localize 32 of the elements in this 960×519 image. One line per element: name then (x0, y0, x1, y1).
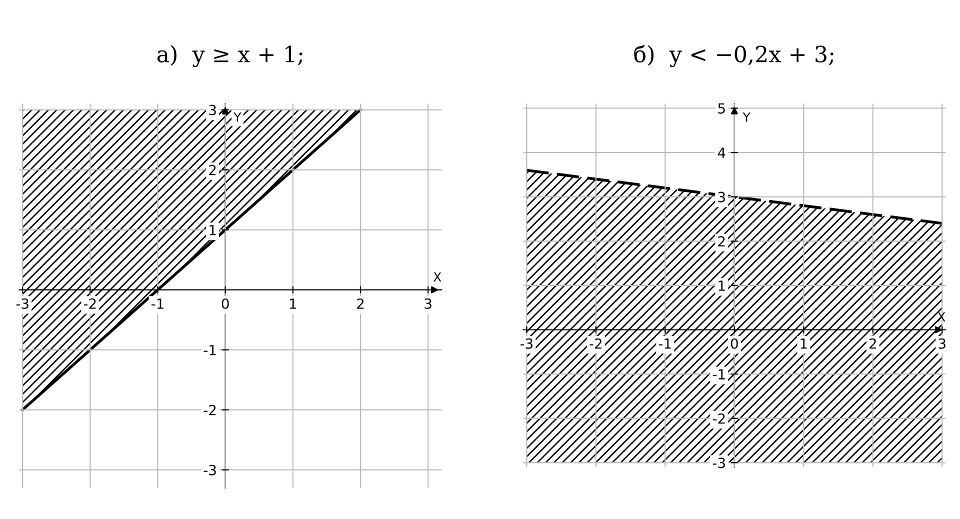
x-tick-label: -3 (16, 298, 28, 309)
x-tick-label: 0 (222, 298, 229, 309)
x-tick-label: -2 (590, 338, 602, 349)
y-tick-label: 4 (718, 148, 726, 158)
y-axis-title: Y (234, 112, 242, 122)
chart-title: а) y ≥ x + 1; (157, 45, 302, 68)
x-tick-label: 3 (938, 338, 946, 349)
x-axis-title: X (433, 272, 442, 282)
y-tick-label: 1 (210, 224, 216, 236)
y-tick-label: 3 (209, 104, 216, 116)
y-tick-label: 5 (718, 103, 725, 114)
y-tick-label: -2 (204, 404, 216, 416)
y-tick-label: 2 (718, 236, 725, 246)
y-tick-label: 1 (718, 280, 725, 291)
y-tick-label: -3 (712, 458, 725, 468)
x-tick-label: -3 (520, 338, 532, 349)
y-axis-title: Y (742, 112, 750, 122)
x-tick-label: 1 (800, 338, 807, 349)
y-tick-label: -1 (712, 369, 725, 380)
x-tick-label: 2 (357, 298, 364, 309)
y-tick-label: 2 (209, 164, 216, 176)
x-tick-label: 2 (869, 338, 876, 349)
x-tick-label: 3 (424, 298, 432, 309)
chart-title: б) y < −0,2x + 3; (634, 44, 834, 68)
x-tick-label: -1 (152, 298, 164, 309)
x-tick-label: -2 (84, 298, 96, 309)
y-tick-label: -2 (712, 413, 725, 424)
x-tick-label: 1 (290, 298, 296, 309)
y-tick-label: 3 (718, 192, 725, 202)
x-tick-label: -1 (658, 338, 671, 349)
x-tick-label: 0 (730, 338, 738, 349)
y-tick-label: -3 (204, 464, 216, 476)
